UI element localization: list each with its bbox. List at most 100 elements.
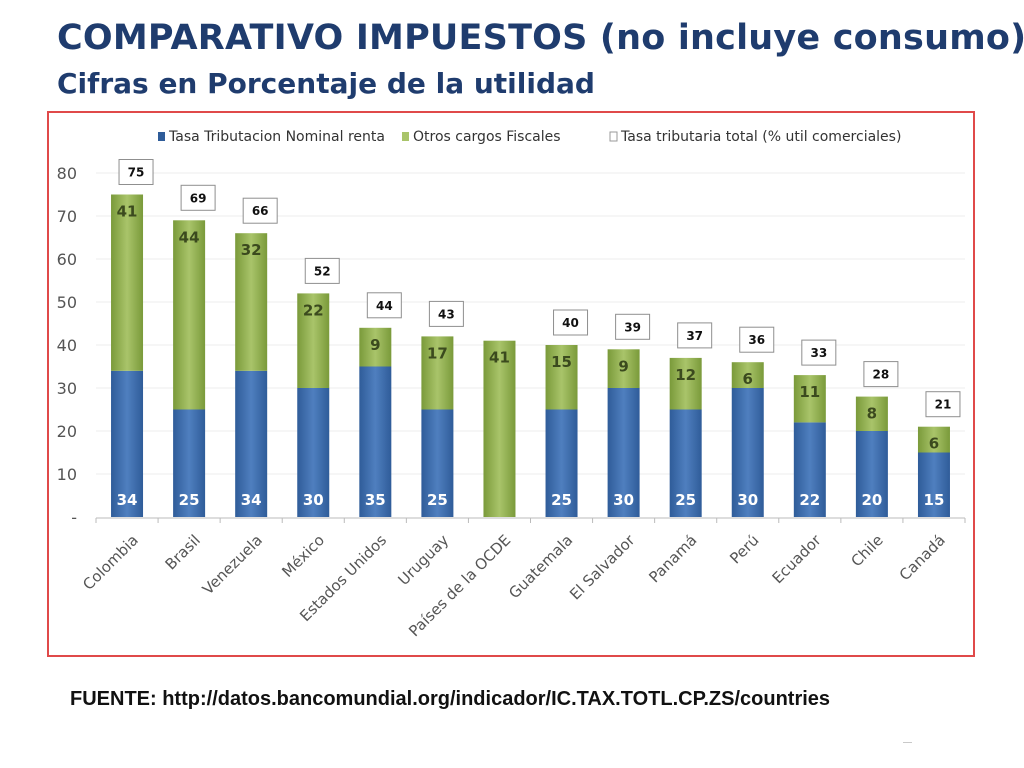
total-box xyxy=(677,322,713,349)
value-label-nominal: 22 xyxy=(799,491,820,509)
bar-nominal xyxy=(793,422,826,517)
value-label-otros: 41 xyxy=(489,349,510,367)
category-label: Ecuador xyxy=(769,531,826,588)
y-tick-label: 80 xyxy=(57,164,77,183)
y-tick-label: 30 xyxy=(57,379,77,398)
bar-nominal xyxy=(855,431,888,517)
total-label: 52 xyxy=(314,264,331,278)
legend-otros-swatch xyxy=(402,132,409,141)
bar-otros xyxy=(917,426,950,453)
category-label: Brasil xyxy=(162,531,204,573)
category-label: Colombia xyxy=(79,531,142,594)
page-subtitle: Cifras en Porcentaje de la utilidad xyxy=(57,67,595,100)
total-label: 43 xyxy=(438,307,455,321)
total-label: 39 xyxy=(624,320,641,334)
value-label-nominal: 30 xyxy=(303,491,324,509)
bar-nominal xyxy=(421,409,454,517)
bar-nominal xyxy=(173,409,206,517)
total-box xyxy=(615,313,651,340)
legend-total-swatch xyxy=(609,131,618,142)
category-label: Perú xyxy=(726,531,762,567)
total-box xyxy=(739,326,775,353)
value-label-otros: 15 xyxy=(551,353,572,371)
total-label: 75 xyxy=(128,166,145,180)
total-label: 66 xyxy=(252,204,269,218)
value-label-nominal: 34 xyxy=(117,491,138,509)
y-tick-label: 20 xyxy=(57,422,77,441)
total-label: 44 xyxy=(376,299,393,313)
bar-nominal xyxy=(235,370,268,517)
value-label-otros: 8 xyxy=(867,405,877,423)
value-label-nominal: 25 xyxy=(675,491,696,509)
value-label-nominal: 25 xyxy=(179,491,200,509)
value-label-nominal: 25 xyxy=(551,491,572,509)
total-box xyxy=(242,197,278,224)
bar-otros xyxy=(731,362,764,388)
total-label: 40 xyxy=(562,316,579,330)
bar-nominal xyxy=(917,452,950,517)
bar-otros xyxy=(545,345,578,410)
value-label-otros: 41 xyxy=(117,203,138,221)
value-label-nominal: 25 xyxy=(427,491,448,509)
total-label: 69 xyxy=(190,191,207,205)
y-tick-label: 70 xyxy=(57,207,77,226)
footer-mark xyxy=(903,742,912,743)
value-label-nominal: 15 xyxy=(924,491,945,509)
total-box xyxy=(801,339,837,366)
value-label-otros: 9 xyxy=(618,357,628,375)
total-label: 37 xyxy=(686,329,703,343)
value-label-nominal: 35 xyxy=(365,491,386,509)
bar-otros xyxy=(297,293,330,388)
bar-otros xyxy=(483,340,516,517)
category-label: Países de la OCDE xyxy=(405,531,514,640)
chart-frame: - 10 20 30 40 50 60 70 80 Tasa Tributacion Nomina… xyxy=(47,111,975,657)
value-label-otros: 6 xyxy=(743,370,753,388)
legend-nominal-label: Tasa Tributacion Nominal renta xyxy=(168,129,385,145)
stacked-bar-chart: - 10 20 30 40 50 60 70 80 Tasa Tributacion Nomina… xyxy=(57,129,966,640)
total-box xyxy=(180,184,216,211)
legend-otros-label: Otros cargos Fiscales xyxy=(413,129,561,145)
page-title: COMPARATIVO IMPUESTOS (no incluye consum… xyxy=(57,18,1024,58)
source-note: FUENTE: http://datos.bancomundial.org/in… xyxy=(70,688,831,710)
total-label: 28 xyxy=(873,368,890,382)
category-label: Venezuela xyxy=(199,531,266,598)
bar-otros xyxy=(359,327,392,367)
bar-otros xyxy=(855,396,888,431)
bar-nominal xyxy=(297,388,330,517)
bar-otros xyxy=(111,194,144,371)
value-label-nominal: 30 xyxy=(613,491,634,509)
bar-nominal xyxy=(545,409,578,517)
total-label: 36 xyxy=(748,333,765,347)
value-label-otros: 22 xyxy=(303,301,324,319)
value-label-otros: 12 xyxy=(675,366,696,384)
bar-nominal xyxy=(111,370,144,517)
total-box xyxy=(553,309,589,336)
total-box xyxy=(118,159,154,185)
value-label-otros: 6 xyxy=(929,435,939,453)
total-label: 33 xyxy=(810,346,827,360)
bar-otros xyxy=(421,336,454,410)
legend-total-label: Tasa tributaria total (% util comerciale… xyxy=(620,129,901,145)
category-label: El Salvador xyxy=(566,531,639,604)
bar-otros xyxy=(793,375,826,423)
total-box xyxy=(366,292,402,319)
category-label: México xyxy=(278,531,328,581)
y-tick-label: 40 xyxy=(57,336,77,355)
bar-otros xyxy=(235,233,268,371)
value-label-otros: 17 xyxy=(427,344,448,362)
total-box xyxy=(925,391,961,418)
value-label-nominal: 34 xyxy=(241,491,262,509)
bar-otros xyxy=(669,357,702,410)
y-tick-label: 50 xyxy=(57,293,77,312)
y-tick-label: 60 xyxy=(57,250,77,269)
bar-otros xyxy=(607,349,640,388)
total-box xyxy=(428,300,464,327)
bar-nominal xyxy=(607,388,640,517)
value-label-nominal: 20 xyxy=(861,491,882,509)
value-label-otros: 44 xyxy=(179,228,200,246)
bar-nominal xyxy=(359,366,392,517)
value-label-nominal: 30 xyxy=(737,491,758,509)
bar-otros xyxy=(173,220,206,410)
category-label: Uruguay xyxy=(394,531,452,589)
total-box xyxy=(304,257,340,284)
